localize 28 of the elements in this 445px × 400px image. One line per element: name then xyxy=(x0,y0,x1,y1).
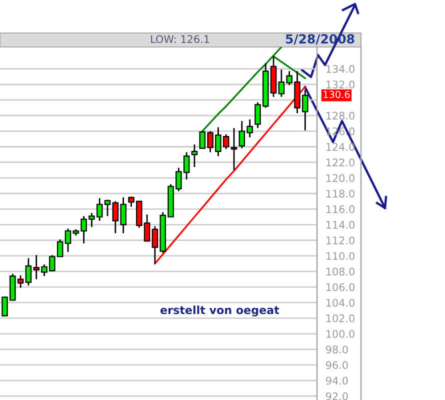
y-tick-label: 96.0 xyxy=(326,361,348,370)
candlestick xyxy=(64,228,72,253)
text: LOW: 126.1 xyxy=(151,35,210,44)
annotation: erstellt von oegeat xyxy=(160,306,280,316)
candlestick xyxy=(104,199,111,217)
text: 130.6 xyxy=(324,90,350,98)
y-tick-label: 92.0 xyxy=(326,392,348,400)
y-tick-label: 134.0 xyxy=(326,65,354,73)
y-tick-label: 102.0 xyxy=(326,314,354,322)
y-tick-label: 104.0 xyxy=(326,298,354,307)
y-tick-label: 94.0 xyxy=(326,376,348,385)
y-tick-label: 112.0 xyxy=(326,236,354,244)
y-tick-label: 132.0 xyxy=(326,80,354,89)
y-tick-label: 128.0 xyxy=(326,112,354,120)
y-tick-label: 114.0 xyxy=(326,220,354,229)
y-tick-label: 100.0 xyxy=(326,330,354,338)
candlestick xyxy=(230,127,238,171)
y-tick-label: 124.0 xyxy=(326,142,354,151)
y-tick-label: 98.0 xyxy=(326,346,348,354)
y-tick-label: 118.0 xyxy=(326,190,354,198)
y-tick-label: 122.0 xyxy=(326,158,354,166)
y-tick-label: 106.0 xyxy=(326,283,354,292)
candlestick xyxy=(191,144,198,168)
y-tick-label: 110.0 xyxy=(326,252,354,260)
line-series xyxy=(154,86,306,264)
y-tick-label: 108.0 xyxy=(326,268,354,276)
y-tick-label: 120.0 xyxy=(326,174,354,182)
y-tick-label: 116.0 xyxy=(326,205,354,214)
